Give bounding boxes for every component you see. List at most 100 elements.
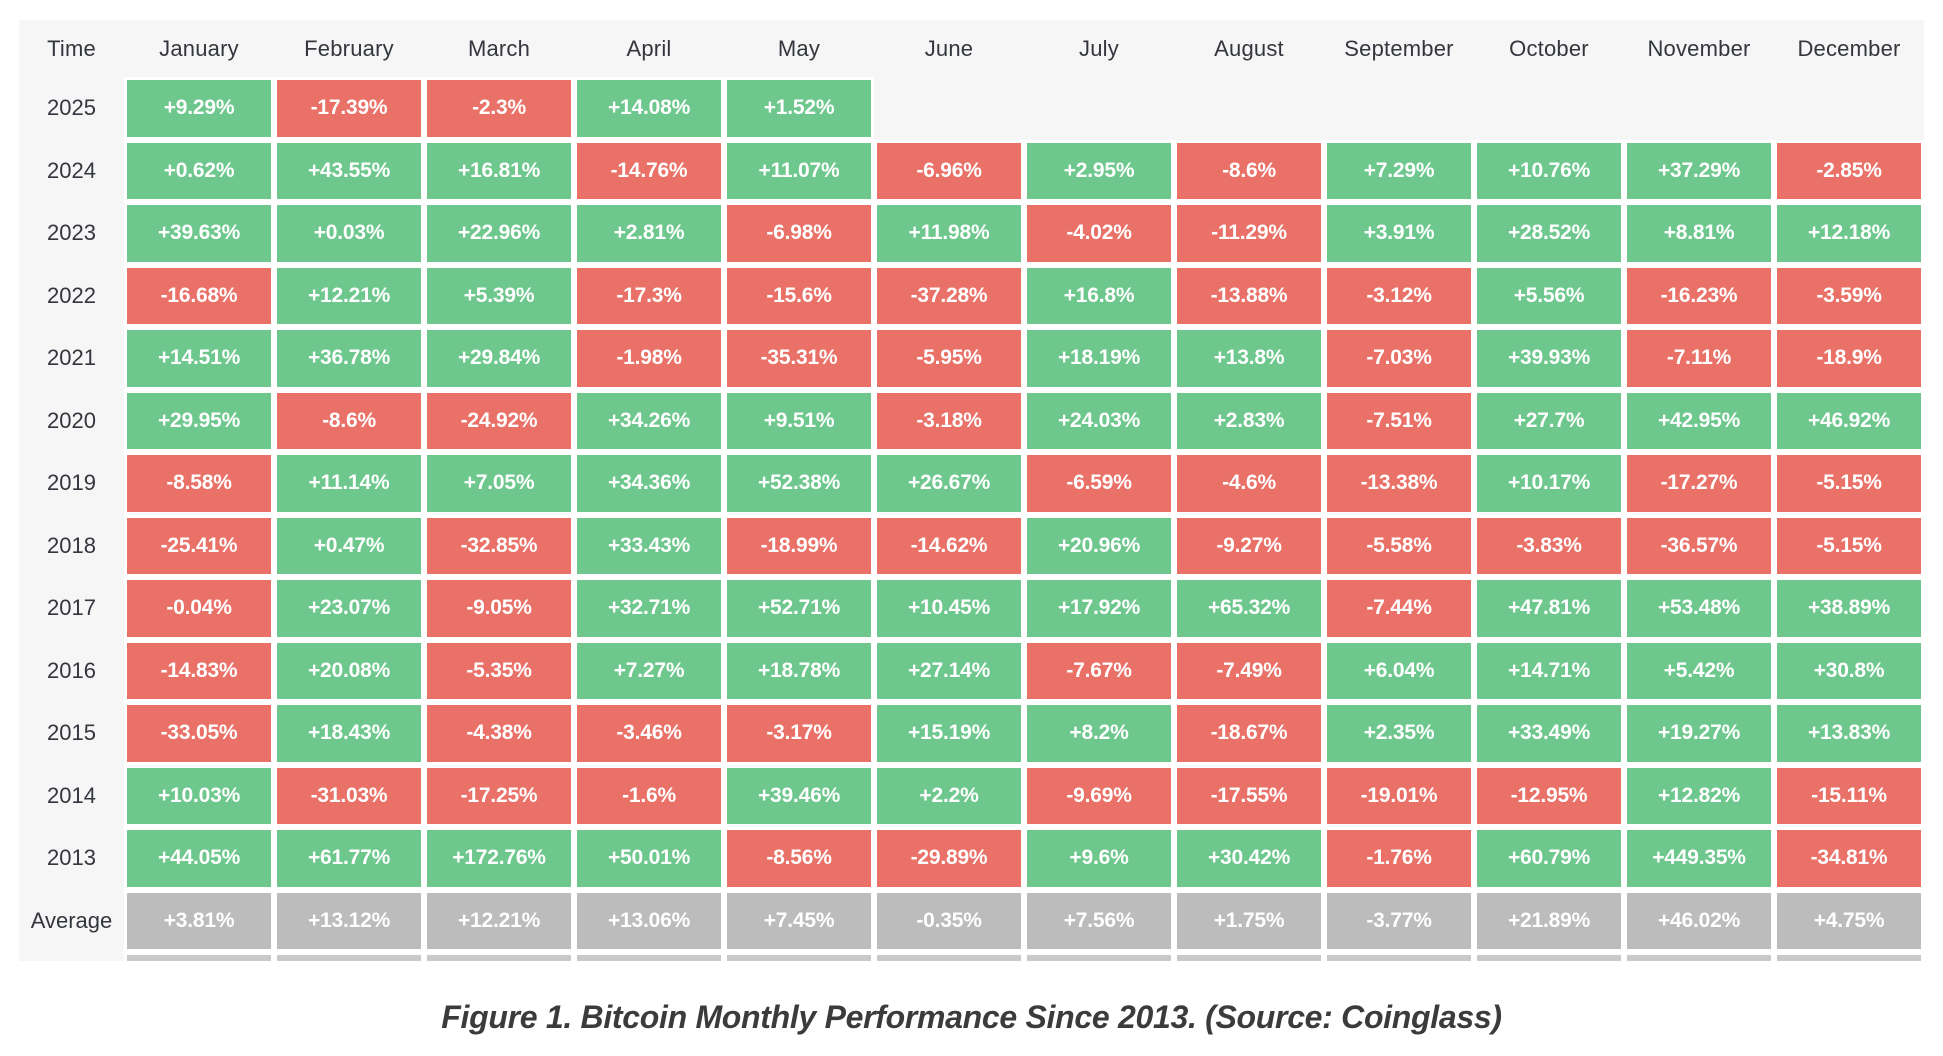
partial-row-cell	[1324, 952, 1474, 961]
corner-header-time: Time	[47, 35, 96, 61]
value-cell: +26.67%	[874, 452, 1024, 515]
year-label: 2014	[47, 782, 96, 808]
value-cell: -8.6%	[1174, 139, 1324, 202]
value-cell: +13.83%	[1774, 702, 1924, 765]
empty-cell	[1774, 77, 1924, 140]
value-cell: +18.43%	[274, 702, 424, 765]
value-cell: +27.14%	[874, 639, 1024, 702]
partial-row-cell	[1624, 952, 1774, 961]
value-cell: +20.08%	[274, 639, 424, 702]
value-cell: -14.62%	[874, 514, 1024, 577]
empty-cell	[874, 77, 1024, 140]
value-cell: +12.82%	[1624, 764, 1774, 827]
value-cell: -11.29%	[1174, 202, 1324, 265]
value-cell: -18.67%	[1174, 702, 1324, 765]
month-header: June	[924, 35, 974, 61]
value-cell: +32.71%	[574, 577, 724, 640]
value-cell: +16.8%	[1024, 264, 1174, 327]
year-label: 2025	[47, 95, 96, 121]
value-cell: +43.55%	[274, 139, 424, 202]
value-cell: -6.59%	[1024, 452, 1174, 515]
value-cell: +39.63%	[124, 202, 274, 265]
value-cell: +19.27%	[1624, 702, 1774, 765]
value-cell: -17.3%	[574, 264, 724, 327]
value-cell: +24.03%	[1024, 389, 1174, 452]
value-cell: -33.05%	[124, 702, 274, 765]
value-cell: -8.58%	[124, 452, 274, 515]
value-cell: +3.81%	[124, 889, 274, 952]
value-cell: -3.46%	[574, 702, 724, 765]
value-cell: +52.71%	[724, 577, 874, 640]
value-cell: +42.95%	[1624, 389, 1774, 452]
value-cell: +11.14%	[274, 452, 424, 515]
value-cell: +29.84%	[424, 327, 574, 390]
empty-cell	[1174, 77, 1324, 140]
value-cell: -9.27%	[1174, 514, 1324, 577]
value-cell: +0.47%	[274, 514, 424, 577]
value-cell: +7.56%	[1024, 889, 1174, 952]
empty-cell	[1324, 77, 1474, 140]
value-cell: -16.23%	[1624, 264, 1774, 327]
value-cell: -3.59%	[1774, 264, 1924, 327]
figure-caption: Figure 1. Bitcoin Monthly Performance Si…	[441, 999, 1502, 1035]
partial-row-cell	[1474, 952, 1624, 961]
year-label: 2022	[47, 282, 96, 308]
value-cell: -15.6%	[724, 264, 874, 327]
value-cell: -14.83%	[124, 639, 274, 702]
month-header: August	[1214, 35, 1284, 61]
value-cell: +27.7%	[1474, 389, 1624, 452]
value-cell: +38.89%	[1774, 577, 1924, 640]
value-cell: -5.35%	[424, 639, 574, 702]
year-label: 2013	[47, 845, 96, 871]
value-cell: +172.76%	[424, 827, 574, 890]
value-cell: +39.46%	[724, 764, 874, 827]
value-cell: +2.95%	[1024, 139, 1174, 202]
value-cell: +2.81%	[574, 202, 724, 265]
value-cell: +6.04%	[1324, 639, 1474, 702]
empty-cell	[1024, 77, 1174, 140]
year-label: 2017	[47, 595, 96, 621]
value-cell: +52.38%	[724, 452, 874, 515]
value-cell: +5.56%	[1474, 264, 1624, 327]
value-cell: -37.28%	[874, 264, 1024, 327]
value-cell: +14.71%	[1474, 639, 1624, 702]
value-cell: +12.21%	[424, 889, 574, 952]
value-cell: +10.17%	[1474, 452, 1624, 515]
partial-row-spacer	[19, 952, 124, 961]
value-cell: +61.77%	[274, 827, 424, 890]
value-cell: -7.51%	[1324, 389, 1474, 452]
value-cell: +36.78%	[274, 327, 424, 390]
value-cell: +11.07%	[724, 139, 874, 202]
value-cell: +5.39%	[424, 264, 574, 327]
value-cell: +11.98%	[874, 202, 1024, 265]
value-cell: +14.08%	[574, 77, 724, 140]
value-cell: +30.8%	[1774, 639, 1924, 702]
value-cell: +8.81%	[1624, 202, 1774, 265]
value-cell: -29.89%	[874, 827, 1024, 890]
value-cell: +2.83%	[1174, 389, 1324, 452]
value-cell: +5.42%	[1624, 639, 1774, 702]
value-cell: +34.36%	[574, 452, 724, 515]
monthly-performance-heatmap-table: Time January February March April May June July…	[19, 20, 1924, 961]
year-label: 2019	[47, 470, 96, 496]
value-cell: -12.95%	[1474, 764, 1624, 827]
value-cell: +33.43%	[574, 514, 724, 577]
month-header: July	[1079, 35, 1119, 61]
value-cell: -4.02%	[1024, 202, 1174, 265]
value-cell: -13.88%	[1174, 264, 1324, 327]
value-cell: +7.27%	[574, 639, 724, 702]
partial-row-cell	[124, 952, 274, 961]
value-cell: +50.01%	[574, 827, 724, 890]
value-cell: +65.32%	[1174, 577, 1324, 640]
value-cell: +47.81%	[1474, 577, 1624, 640]
value-cell: +22.96%	[424, 202, 574, 265]
month-header: January	[159, 35, 239, 61]
value-cell: +449.35%	[1624, 827, 1774, 890]
value-cell: -6.98%	[724, 202, 874, 265]
month-header: March	[467, 35, 531, 61]
value-cell: +7.05%	[424, 452, 574, 515]
value-cell: -5.15%	[1774, 452, 1924, 515]
value-cell: -3.83%	[1474, 514, 1624, 577]
value-cell: -1.98%	[574, 327, 724, 390]
value-cell: +1.75%	[1174, 889, 1324, 952]
